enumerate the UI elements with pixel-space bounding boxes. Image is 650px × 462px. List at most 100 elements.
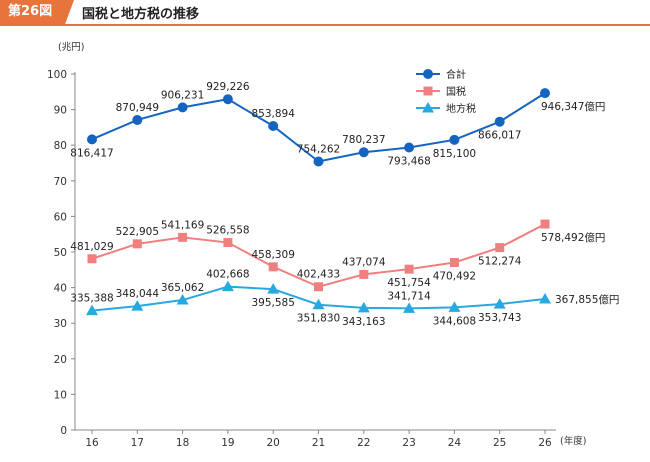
x-tick-label: 18 — [176, 437, 189, 449]
x-tick-label: 19 — [221, 437, 234, 449]
legend-item: 国税 — [416, 85, 466, 98]
data-label: 815,100 — [433, 148, 476, 160]
legend-label: 国税 — [446, 85, 466, 98]
data-point — [358, 147, 369, 158]
y-tick-label: 100 — [47, 69, 67, 81]
data-point — [267, 283, 280, 294]
x-tick-label: 26 — [538, 437, 552, 449]
data-label: 526,558 — [206, 225, 249, 237]
data-label: 335,388 — [70, 293, 113, 305]
data-point — [223, 238, 233, 248]
data-point — [449, 134, 460, 145]
data-point — [176, 294, 189, 305]
data-label: 946,347億円 — [541, 100, 605, 113]
line-chart: (兆円) (年度) 0 10 20 30 40 50 60 70 80 90 100 16 17 18 1… — [47, 42, 619, 449]
data-point — [494, 116, 505, 127]
data-label: 353,743 — [478, 312, 521, 324]
data-point — [268, 121, 279, 132]
figure-title: 国税と地方税の推移 — [82, 7, 200, 22]
data-label: 470,492 — [433, 271, 476, 283]
figure-header: 第26図 国税と地方税の推移 — [0, 0, 650, 26]
x-tick-label: 17 — [131, 437, 144, 449]
data-point — [313, 156, 324, 167]
data-point — [404, 142, 415, 153]
y-tick-label: 50 — [54, 247, 67, 259]
y-tick-label: 40 — [54, 283, 67, 295]
data-point — [449, 258, 459, 268]
data-label: 853,894 — [251, 108, 295, 120]
data-point — [131, 300, 144, 311]
data-label: 870,949 — [116, 102, 159, 114]
y-tick-label: 10 — [54, 389, 67, 401]
data-label: 512,274 — [478, 256, 522, 268]
data-label: 402,433 — [297, 269, 340, 281]
data-point — [314, 282, 323, 292]
y-tick-label: 20 — [54, 354, 67, 366]
data-point — [359, 269, 369, 279]
y-tick-label: 80 — [54, 140, 67, 152]
data-label: 367,855億円 — [555, 293, 619, 306]
legend-label: 合計 — [446, 68, 466, 81]
data-label: 348,044 — [116, 288, 160, 300]
data-point — [132, 114, 143, 125]
x-axis-unit-label: (年度) — [560, 435, 586, 447]
data-point — [448, 301, 461, 312]
data-label: 866,017 — [478, 130, 521, 142]
data-point — [540, 88, 550, 99]
figure-number-badge: 第26図 — [0, 0, 74, 24]
data-point — [403, 302, 416, 313]
data-label: 343,163 — [342, 316, 385, 328]
data-label: 522,905 — [116, 226, 159, 238]
data-point — [540, 219, 550, 229]
data-label: 395,585 — [251, 297, 294, 309]
x-tick-label: 21 — [312, 437, 325, 449]
data-point — [539, 293, 551, 304]
y-axis-unit-label: (兆円) — [58, 42, 84, 53]
data-point — [87, 134, 97, 145]
data-label: 578,492億円 — [541, 231, 605, 244]
legend-item: 地方税 — [416, 102, 476, 115]
header-rule — [0, 24, 650, 26]
legend-marker — [422, 102, 434, 113]
x-tick-label: 16 — [85, 437, 99, 449]
data-point — [495, 243, 505, 253]
data-label: 402,668 — [206, 269, 249, 281]
data-point — [312, 298, 325, 310]
data-point — [357, 301, 370, 313]
data-label: 481,029 — [70, 241, 113, 253]
data-label: 816,417 — [70, 147, 113, 159]
data-point — [268, 262, 278, 272]
x-tick-label: 22 — [357, 437, 370, 449]
legend-marker — [423, 86, 433, 96]
data-point — [404, 264, 414, 274]
data-point — [132, 239, 142, 249]
data-point — [86, 304, 98, 316]
data-point — [87, 254, 97, 264]
data-label: 451,754 — [387, 277, 431, 289]
data-label: 754,262 — [297, 143, 340, 155]
data-label: 541,169 — [161, 219, 204, 231]
x-tick-label: 20 — [267, 437, 280, 449]
y-tick-label: 70 — [54, 176, 67, 188]
x-tick-label: 24 — [448, 437, 462, 449]
data-label: 929,226 — [206, 81, 250, 93]
data-label: 793,468 — [387, 156, 430, 168]
x-tick-label: 25 — [493, 437, 506, 449]
data-point — [221, 280, 234, 292]
data-label: 351,830 — [297, 313, 340, 325]
data-point — [493, 298, 506, 309]
data-label: 437,074 — [342, 256, 386, 268]
y-tick-label: 90 — [54, 105, 67, 117]
data-point — [177, 102, 188, 113]
data-point — [178, 232, 188, 242]
y-tick-label: 30 — [54, 318, 67, 330]
data-label: 906,231 — [161, 89, 204, 101]
data-label: 344,608 — [433, 315, 476, 327]
data-label: 780,237 — [342, 134, 385, 146]
data-point — [222, 94, 233, 105]
legend-marker — [423, 69, 433, 79]
legend-label: 地方税 — [446, 102, 476, 115]
